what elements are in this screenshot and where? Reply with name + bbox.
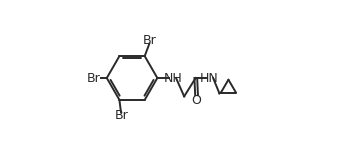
Text: Br: Br [143, 34, 157, 46]
Text: Br: Br [115, 110, 128, 122]
Text: NH: NH [163, 71, 182, 85]
Text: O: O [191, 94, 201, 107]
Text: Br: Br [87, 71, 101, 85]
Text: HN: HN [200, 71, 219, 85]
